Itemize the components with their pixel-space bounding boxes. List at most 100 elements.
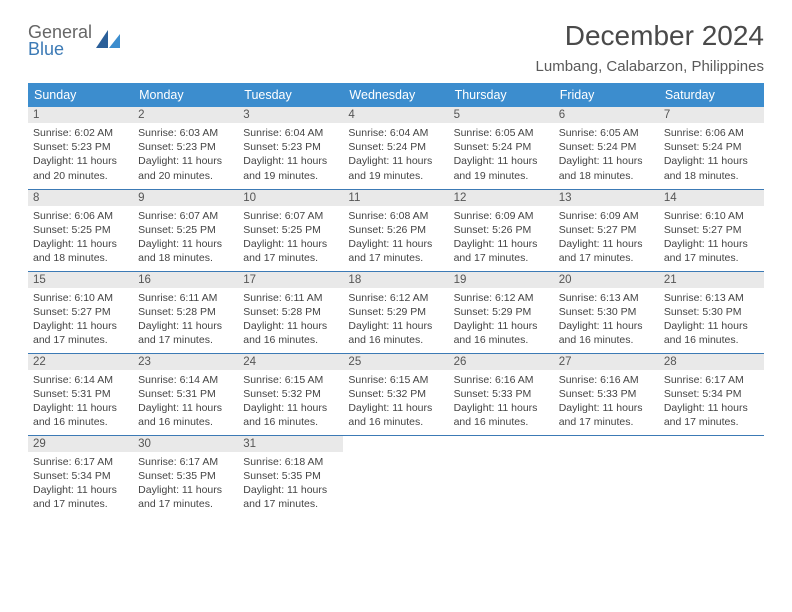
calendar-cell: 13Sunrise: 6:09 AMSunset: 5:27 PMDayligh… [554,189,659,271]
sunrise-line: Sunrise: 6:14 AM [33,373,128,387]
logo-line2: Blue [28,41,92,58]
sunrise-line: Sunrise: 6:14 AM [138,373,233,387]
daylight-line: Daylight: 11 hours and 17 minutes. [33,483,128,511]
day-info: Sunrise: 6:12 AMSunset: 5:29 PMDaylight:… [449,288,554,352]
sunrise-line: Sunrise: 6:11 AM [138,291,233,305]
sunset-line: Sunset: 5:35 PM [243,469,338,483]
sunset-line: Sunset: 5:31 PM [138,387,233,401]
sunset-line: Sunset: 5:27 PM [664,223,759,237]
day-number: 19 [449,272,554,288]
sunset-line: Sunset: 5:24 PM [664,140,759,154]
day-number: 10 [238,190,343,206]
calendar-cell: 10Sunrise: 6:07 AMSunset: 5:25 PMDayligh… [238,189,343,271]
daylight-line: Daylight: 11 hours and 19 minutes. [243,154,338,182]
day-number: 6 [554,107,659,123]
sunset-line: Sunset: 5:34 PM [33,469,128,483]
day-number: 5 [449,107,554,123]
calendar-cell: 27Sunrise: 6:16 AMSunset: 5:33 PMDayligh… [554,353,659,435]
sunset-line: Sunset: 5:23 PM [33,140,128,154]
sunset-line: Sunset: 5:24 PM [348,140,443,154]
title-block: December 2024 Lumbang, Calabarzon, Phili… [536,20,764,75]
day-info: Sunrise: 6:05 AMSunset: 5:24 PMDaylight:… [449,123,554,187]
sunset-line: Sunset: 5:32 PM [348,387,443,401]
sunrise-line: Sunrise: 6:07 AM [138,209,233,223]
calendar-row: 29Sunrise: 6:17 AMSunset: 5:34 PMDayligh… [28,435,764,517]
sunset-line: Sunset: 5:32 PM [243,387,338,401]
day-number: 13 [554,190,659,206]
calendar-cell: 28Sunrise: 6:17 AMSunset: 5:34 PMDayligh… [659,353,764,435]
daylight-line: Daylight: 11 hours and 16 minutes. [33,401,128,429]
logo-text: General Blue [28,24,92,58]
day-number: 8 [28,190,133,206]
daylight-line: Daylight: 11 hours and 16 minutes. [243,319,338,347]
sunset-line: Sunset: 5:23 PM [243,140,338,154]
sail-icon [96,30,122,55]
day-info: Sunrise: 6:04 AMSunset: 5:23 PMDaylight:… [238,123,343,187]
daylight-line: Daylight: 11 hours and 19 minutes. [348,154,443,182]
calendar-cell [343,435,448,517]
day-number: 17 [238,272,343,288]
daylight-line: Daylight: 11 hours and 17 minutes. [559,237,654,265]
sunrise-line: Sunrise: 6:17 AM [138,455,233,469]
day-info: Sunrise: 6:12 AMSunset: 5:29 PMDaylight:… [343,288,448,352]
calendar-cell [449,435,554,517]
day-info: Sunrise: 6:09 AMSunset: 5:27 PMDaylight:… [554,206,659,270]
day-info: Sunrise: 6:18 AMSunset: 5:35 PMDaylight:… [238,452,343,516]
sunrise-line: Sunrise: 6:07 AM [243,209,338,223]
day-number: 28 [659,354,764,370]
calendar-cell: 4Sunrise: 6:04 AMSunset: 5:24 PMDaylight… [343,107,448,189]
sunrise-line: Sunrise: 6:04 AM [243,126,338,140]
sunrise-line: Sunrise: 6:11 AM [243,291,338,305]
daylight-line: Daylight: 11 hours and 16 minutes. [454,319,549,347]
calendar-cell: 6Sunrise: 6:05 AMSunset: 5:24 PMDaylight… [554,107,659,189]
daylight-line: Daylight: 11 hours and 16 minutes. [454,401,549,429]
day-info: Sunrise: 6:17 AMSunset: 5:34 PMDaylight:… [659,370,764,434]
day-info: Sunrise: 6:02 AMSunset: 5:23 PMDaylight:… [28,123,133,187]
weekday-friday: Friday [554,83,659,107]
weekday-sunday: Sunday [28,83,133,107]
calendar-cell: 18Sunrise: 6:12 AMSunset: 5:29 PMDayligh… [343,271,448,353]
calendar-row: 15Sunrise: 6:10 AMSunset: 5:27 PMDayligh… [28,271,764,353]
calendar-cell: 12Sunrise: 6:09 AMSunset: 5:26 PMDayligh… [449,189,554,271]
day-number: 12 [449,190,554,206]
day-info: Sunrise: 6:11 AMSunset: 5:28 PMDaylight:… [133,288,238,352]
calendar-cell: 3Sunrise: 6:04 AMSunset: 5:23 PMDaylight… [238,107,343,189]
calendar-cell: 16Sunrise: 6:11 AMSunset: 5:28 PMDayligh… [133,271,238,353]
sunset-line: Sunset: 5:33 PM [559,387,654,401]
daylight-line: Daylight: 11 hours and 17 minutes. [243,483,338,511]
calendar-page: General Blue December 2024 Lumbang, Cala… [0,0,792,537]
sunset-line: Sunset: 5:30 PM [559,305,654,319]
day-number: 3 [238,107,343,123]
sunrise-line: Sunrise: 6:10 AM [664,209,759,223]
calendar-cell: 22Sunrise: 6:14 AMSunset: 5:31 PMDayligh… [28,353,133,435]
calendar-cell: 29Sunrise: 6:17 AMSunset: 5:34 PMDayligh… [28,435,133,517]
day-info: Sunrise: 6:16 AMSunset: 5:33 PMDaylight:… [449,370,554,434]
sunrise-line: Sunrise: 6:06 AM [33,209,128,223]
daylight-line: Daylight: 11 hours and 16 minutes. [664,319,759,347]
calendar-cell: 2Sunrise: 6:03 AMSunset: 5:23 PMDaylight… [133,107,238,189]
day-info: Sunrise: 6:13 AMSunset: 5:30 PMDaylight:… [554,288,659,352]
day-info: Sunrise: 6:07 AMSunset: 5:25 PMDaylight:… [238,206,343,270]
day-number: 7 [659,107,764,123]
weekday-wednesday: Wednesday [343,83,448,107]
daylight-line: Daylight: 11 hours and 18 minutes. [138,237,233,265]
day-number: 26 [449,354,554,370]
day-info: Sunrise: 6:03 AMSunset: 5:23 PMDaylight:… [133,123,238,187]
calendar-cell: 25Sunrise: 6:15 AMSunset: 5:32 PMDayligh… [343,353,448,435]
day-number: 15 [28,272,133,288]
calendar-cell: 23Sunrise: 6:14 AMSunset: 5:31 PMDayligh… [133,353,238,435]
sunset-line: Sunset: 5:34 PM [664,387,759,401]
calendar-cell: 20Sunrise: 6:13 AMSunset: 5:30 PMDayligh… [554,271,659,353]
calendar-cell: 19Sunrise: 6:12 AMSunset: 5:29 PMDayligh… [449,271,554,353]
daylight-line: Daylight: 11 hours and 17 minutes. [664,401,759,429]
sunset-line: Sunset: 5:24 PM [454,140,549,154]
sunset-line: Sunset: 5:27 PM [33,305,128,319]
weekday-saturday: Saturday [659,83,764,107]
day-number: 4 [343,107,448,123]
calendar-table: Sunday Monday Tuesday Wednesday Thursday… [28,83,764,517]
calendar-cell: 30Sunrise: 6:17 AMSunset: 5:35 PMDayligh… [133,435,238,517]
sunrise-line: Sunrise: 6:17 AM [33,455,128,469]
sunset-line: Sunset: 5:27 PM [559,223,654,237]
day-info: Sunrise: 6:06 AMSunset: 5:24 PMDaylight:… [659,123,764,187]
day-info: Sunrise: 6:04 AMSunset: 5:24 PMDaylight:… [343,123,448,187]
